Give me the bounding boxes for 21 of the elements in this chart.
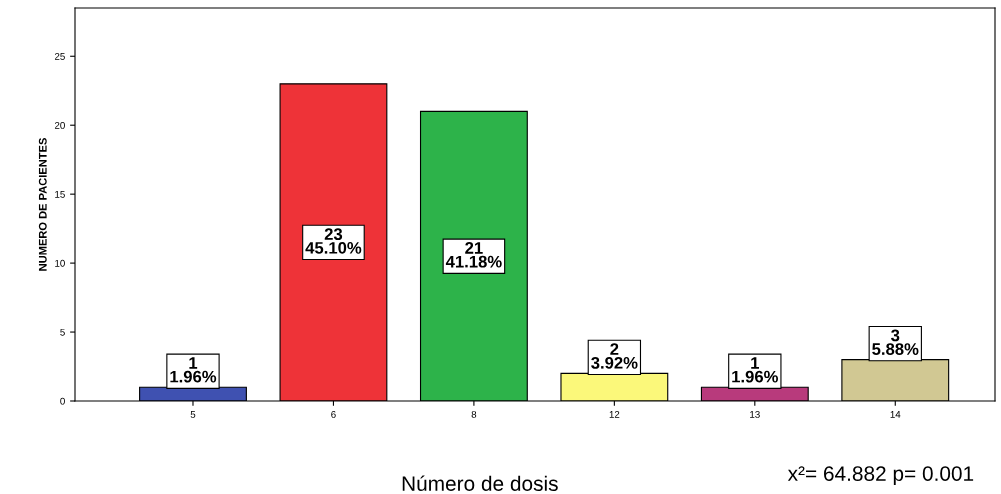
y-axis-title: NUMERO DE PACIENTES [38,138,47,271]
data-label: 1 1.96% [170,357,217,383]
y-tick-label: 20 [54,121,65,129]
y-tick-label: 25 [54,53,65,60]
x-tick-label: 13 [750,410,760,418]
y-tick-label: 0 [60,397,65,405]
x-tick-label: 12 [609,410,620,418]
data-label: 3 5.88% [872,329,919,355]
data-label: 21 41.18% [445,242,502,268]
data-label: 23 45.10% [305,228,362,254]
data-label: 1 1.96% [732,357,779,383]
x-tick-label: 6 [331,410,336,418]
x-tick-label: 5 [190,411,196,418]
x-tick-label: 14 [890,411,901,418]
y-tick-label: 5 [60,328,65,336]
y-tick-label: 15 [55,190,65,198]
data-label: 2 3.92% [591,343,638,369]
y-tick-label: 10 [55,259,65,267]
x-axis-title: Número de dosis [402,475,558,491]
x-tick-label: 8 [471,410,477,418]
text: x²= 64.882 p= 0.001 [787,466,974,486]
